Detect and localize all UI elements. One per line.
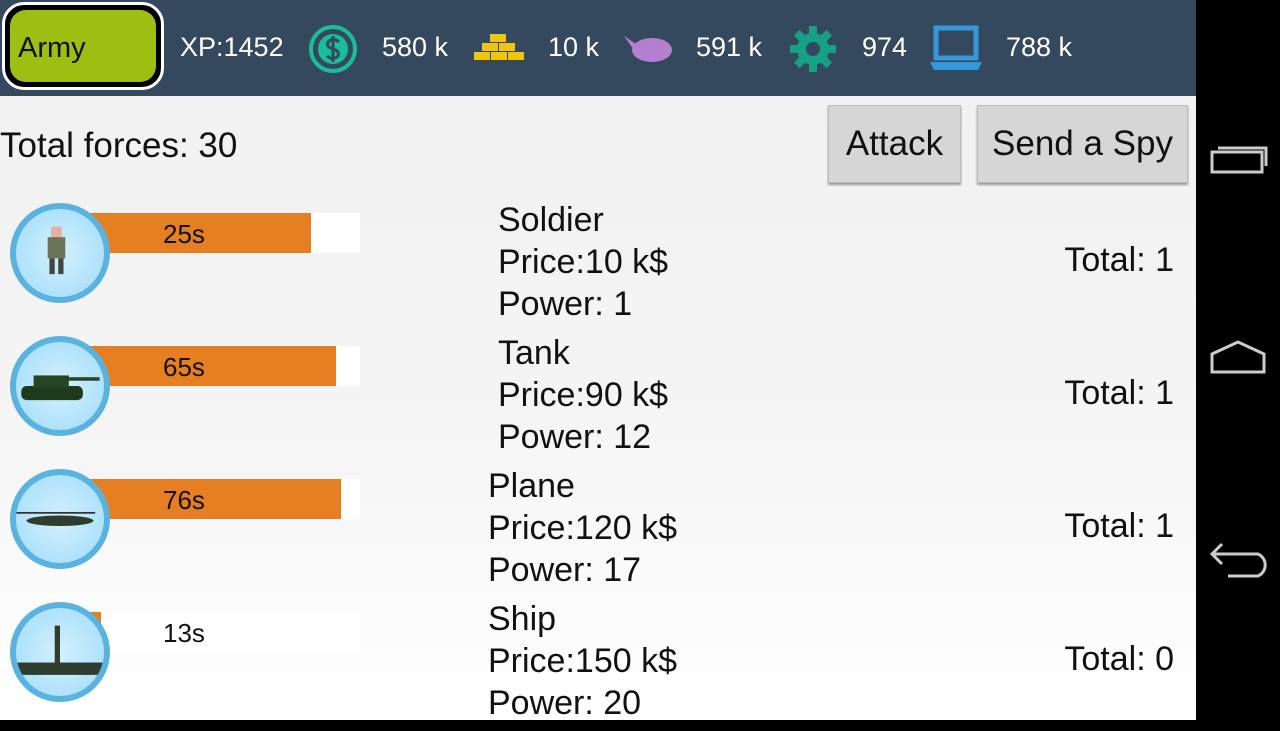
food-value: 591 k — [696, 32, 763, 62]
unit-name: Soldier — [498, 201, 604, 239]
unit-info: Ship Price:150 k$ Power: 20 — [488, 598, 677, 724]
home-icon[interactable] — [1208, 338, 1268, 378]
training-timer: 13s — [163, 618, 205, 648]
dollar-coin-icon — [309, 25, 357, 73]
unit-price: Price:10 k$ — [498, 243, 669, 281]
training-progress-bar — [90, 479, 360, 519]
unit-price: Price:90 k$ — [498, 376, 669, 414]
unit-name: Plane — [488, 467, 575, 505]
unit-name: Ship — [488, 600, 557, 638]
unit-power: Power: 12 — [498, 418, 652, 456]
tank-icon[interactable] — [10, 336, 110, 436]
unit-power: Power: 1 — [498, 285, 633, 323]
unit-info: Tank Price:90 k$ Power: 12 — [498, 332, 668, 458]
gear-icon — [790, 26, 836, 72]
unit-price: Price:120 k$ — [488, 509, 677, 547]
attack-button[interactable]: Attack — [828, 105, 961, 183]
money-value: 580 k — [382, 32, 449, 62]
unit-price: Price:150 k$ — [488, 642, 677, 680]
unit-info: Plane Price:120 k$ Power: 17 — [488, 465, 677, 591]
unit-info: Soldier Price:10 k$ Power: 1 — [498, 199, 668, 325]
gold-value: 10 k — [548, 32, 600, 62]
progress-fill — [90, 213, 312, 253]
progress-fill — [90, 346, 336, 386]
army-label: Army — [10, 10, 156, 82]
army-tab-button[interactable]: Army — [2, 2, 164, 90]
unit-total: Total: 1 — [1064, 374, 1174, 412]
send-spy-button[interactable]: Send a Spy — [977, 105, 1188, 183]
progress-fill — [90, 479, 342, 519]
recent-apps-icon[interactable] — [1208, 140, 1268, 180]
ship-icon[interactable] — [10, 602, 110, 702]
gold-bars-icon — [474, 34, 524, 60]
unit-total: Total: 1 — [1064, 241, 1174, 279]
training-progress-bar — [90, 612, 360, 652]
back-icon[interactable] — [1208, 536, 1272, 580]
plane-icon[interactable] — [10, 469, 110, 569]
android-nav-bar — [1196, 0, 1280, 720]
laptop-icon — [930, 25, 982, 70]
training-timer: 76s — [163, 485, 205, 515]
tech-value: 788 k — [1006, 32, 1073, 62]
unit-row-plane[interactable]: 76s Plane Price:120 k$ Power: 17 Total: … — [0, 465, 1196, 598]
total-forces: Total forces: 30 — [0, 126, 238, 165]
xp-value: XP:1452 — [180, 32, 284, 62]
resource-bar: Army XP:1452 580 k 10 k 591 k 974 788 k — [0, 0, 1196, 96]
meat-icon — [624, 36, 672, 62]
unit-row-soldier[interactable]: 25s Soldier Price:10 k$ Power: 1 Total: … — [0, 199, 1196, 332]
training-progress-bar — [90, 346, 360, 386]
gear-value: 974 — [862, 32, 908, 62]
soldier-icon[interactable] — [10, 203, 110, 303]
unit-power: Power: 17 — [488, 551, 642, 589]
unit-total: Total: 0 — [1064, 640, 1174, 678]
unit-power: Power: 20 — [488, 684, 642, 722]
game-screen: Army XP:1452 580 k 10 k 591 k 974 788 k … — [0, 0, 1196, 722]
unit-name: Tank — [498, 334, 570, 372]
training-timer: 65s — [163, 352, 205, 382]
unit-total: Total: 1 — [1064, 507, 1174, 545]
training-timer: 25s — [163, 219, 205, 249]
unit-row-ship[interactable]: 13s Ship Price:150 k$ Power: 20 Total: 0 — [0, 598, 1196, 731]
unit-row-tank[interactable]: 65s Tank Price:90 k$ Power: 12 Total: 1 — [0, 332, 1196, 465]
training-progress-bar — [90, 213, 360, 253]
